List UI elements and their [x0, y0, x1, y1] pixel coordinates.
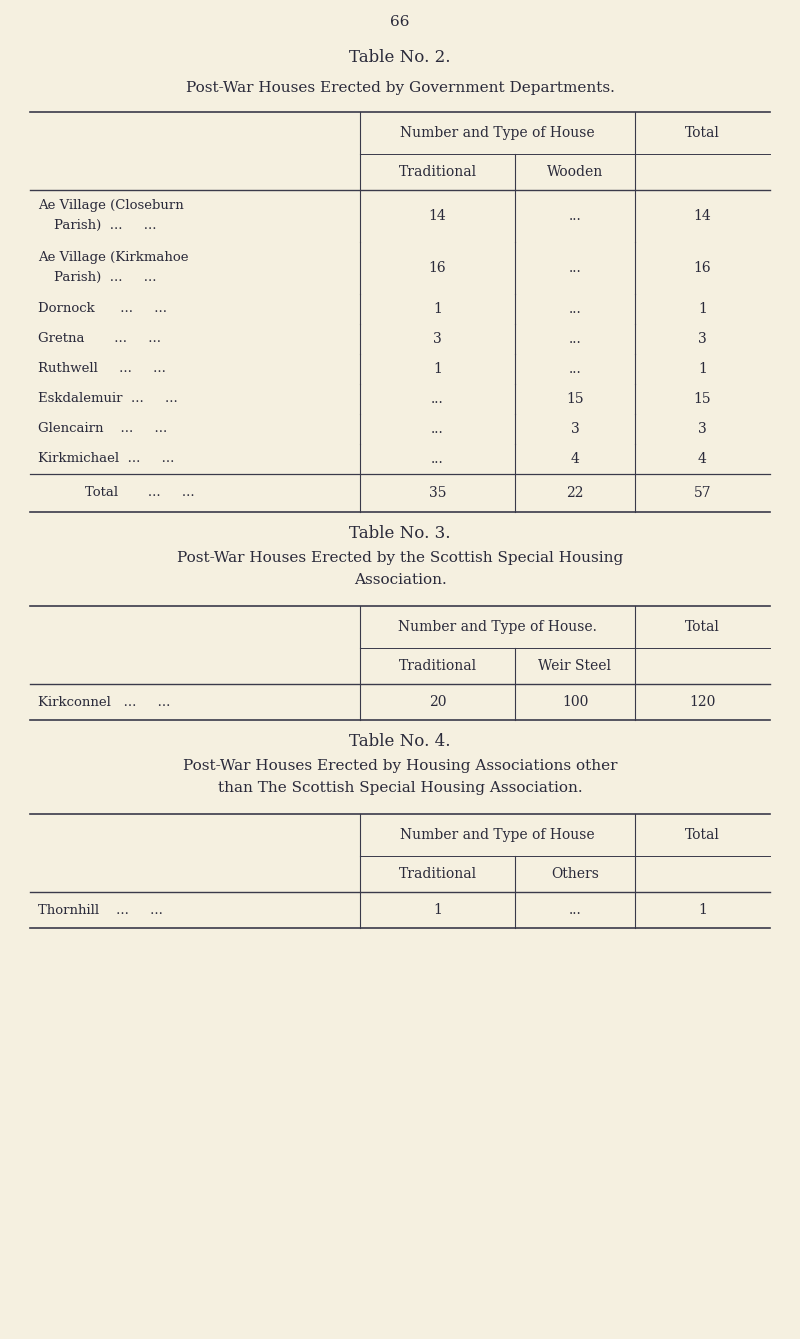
- Text: ...: ...: [431, 422, 444, 437]
- Text: 120: 120: [690, 695, 716, 708]
- Text: Parish)  ...     ...: Parish) ... ...: [54, 218, 157, 232]
- Text: Eskdalemuir  ...     ...: Eskdalemuir ... ...: [38, 392, 178, 406]
- Text: 20: 20: [429, 695, 446, 708]
- Text: Total       ...     ...: Total ... ...: [85, 486, 194, 499]
- Text: 16: 16: [694, 261, 711, 274]
- Text: Table No. 2.: Table No. 2.: [350, 50, 450, 67]
- Text: Traditional: Traditional: [398, 659, 477, 674]
- Text: Kirkconnel   ...     ...: Kirkconnel ... ...: [38, 695, 170, 708]
- Text: 4: 4: [698, 453, 707, 466]
- Text: Total: Total: [685, 828, 720, 842]
- Text: 100: 100: [562, 695, 588, 708]
- Text: ...: ...: [569, 902, 582, 917]
- Text: Parish)  ...     ...: Parish) ... ...: [54, 270, 157, 284]
- Text: 66: 66: [390, 15, 410, 29]
- Text: Post-War Houses Erected by Government Departments.: Post-War Houses Erected by Government De…: [186, 80, 614, 95]
- Text: 3: 3: [433, 332, 442, 345]
- Text: Traditional: Traditional: [398, 165, 477, 179]
- Text: Number and Type of House.: Number and Type of House.: [398, 620, 597, 633]
- Text: Ae Village (Closeburn: Ae Village (Closeburn: [38, 198, 184, 212]
- Text: 1: 1: [433, 303, 442, 316]
- Text: Association.: Association.: [354, 573, 446, 586]
- Text: ...: ...: [569, 209, 582, 224]
- Text: 1: 1: [698, 303, 707, 316]
- Text: Post-War Houses Erected by Housing Associations other: Post-War Houses Erected by Housing Assoc…: [182, 759, 618, 773]
- Text: 15: 15: [694, 392, 711, 406]
- Text: ...: ...: [569, 261, 582, 274]
- Text: 1: 1: [698, 902, 707, 917]
- Text: 22: 22: [566, 486, 584, 499]
- Text: 57: 57: [694, 486, 711, 499]
- Text: than The Scottish Special Housing Association.: than The Scottish Special Housing Associ…: [218, 781, 582, 795]
- Text: 3: 3: [570, 422, 579, 437]
- Text: Wooden: Wooden: [547, 165, 603, 179]
- Text: Ruthwell     ...     ...: Ruthwell ... ...: [38, 363, 166, 375]
- Text: 1: 1: [433, 902, 442, 917]
- Text: Weir Steel: Weir Steel: [538, 659, 611, 674]
- Text: Post-War Houses Erected by the Scottish Special Housing: Post-War Houses Erected by the Scottish …: [177, 552, 623, 565]
- Text: 14: 14: [429, 209, 446, 224]
- Text: 1: 1: [433, 362, 442, 376]
- Text: Total: Total: [685, 126, 720, 141]
- Text: Number and Type of House: Number and Type of House: [400, 126, 595, 141]
- Text: 4: 4: [570, 453, 579, 466]
- Text: 15: 15: [566, 392, 584, 406]
- Text: Ae Village (Kirkmahoe: Ae Village (Kirkmahoe: [38, 250, 189, 264]
- Text: ...: ...: [431, 453, 444, 466]
- Text: Thornhill    ...     ...: Thornhill ... ...: [38, 904, 163, 916]
- Text: ...: ...: [569, 362, 582, 376]
- Text: 3: 3: [698, 422, 707, 437]
- Text: 35: 35: [429, 486, 446, 499]
- Text: 16: 16: [429, 261, 446, 274]
- Text: 1: 1: [698, 362, 707, 376]
- Text: Total: Total: [685, 620, 720, 633]
- Text: ...: ...: [431, 392, 444, 406]
- Text: Table No. 4.: Table No. 4.: [350, 734, 450, 750]
- Text: ...: ...: [569, 303, 582, 316]
- Text: Kirkmichael  ...     ...: Kirkmichael ... ...: [38, 453, 174, 466]
- Text: Gretna       ...     ...: Gretna ... ...: [38, 332, 161, 345]
- Text: Dornock      ...     ...: Dornock ... ...: [38, 303, 167, 316]
- Text: Others: Others: [551, 866, 599, 881]
- Text: Glencairn    ...     ...: Glencairn ... ...: [38, 423, 167, 435]
- Text: ...: ...: [569, 332, 582, 345]
- Text: Traditional: Traditional: [398, 866, 477, 881]
- Text: Number and Type of House: Number and Type of House: [400, 828, 595, 842]
- Text: Table No. 3.: Table No. 3.: [350, 525, 450, 542]
- Text: 14: 14: [694, 209, 711, 224]
- Text: 3: 3: [698, 332, 707, 345]
